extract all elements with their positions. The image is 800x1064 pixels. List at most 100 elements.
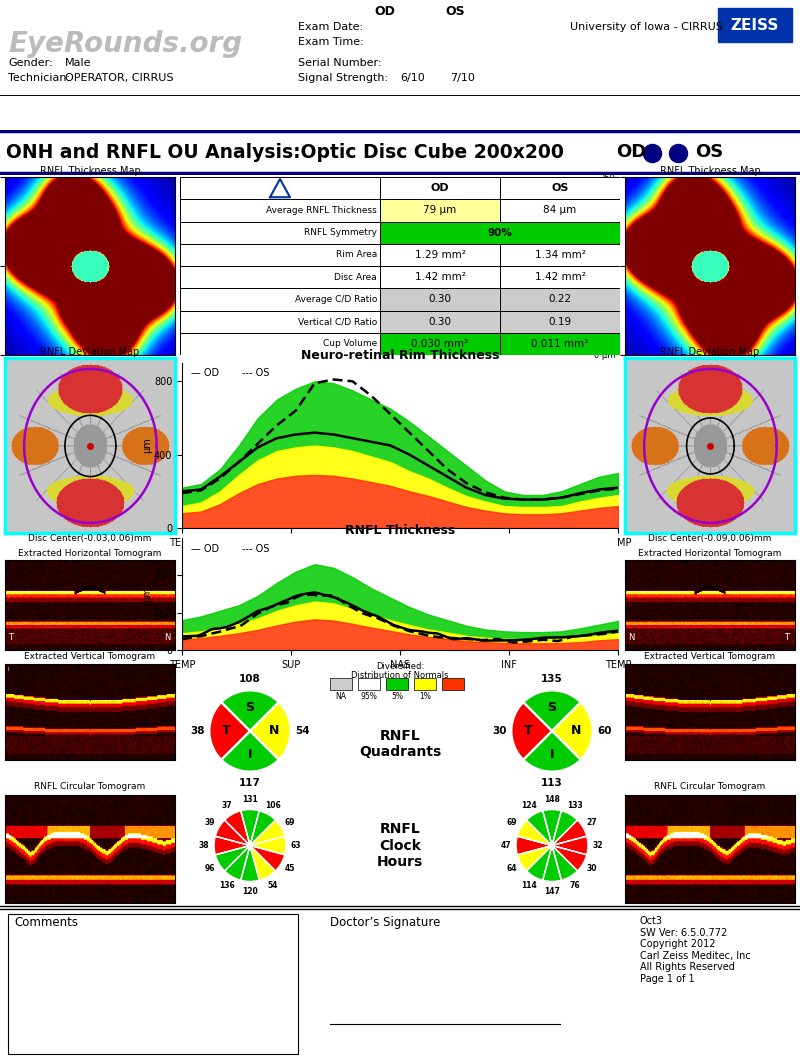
Text: I: I [248,748,252,762]
Text: Diversified:: Diversified: [376,662,424,671]
Text: 5%: 5% [391,692,403,701]
Wedge shape [250,846,275,880]
Text: OD: OD [374,5,395,18]
Text: 7/10: 7/10 [450,73,475,83]
Text: --- OS: --- OS [242,544,270,553]
Text: Gender:: Gender: [8,59,53,68]
Text: Technician:: Technician: [8,73,70,83]
Text: ZEISS: ZEISS [731,17,779,33]
Text: Exam Time:: Exam Time: [298,37,364,47]
Text: 60: 60 [597,726,612,736]
Text: NA: NA [335,692,346,701]
Text: 120: 120 [242,887,258,896]
Text: 32: 32 [593,841,603,850]
Wedge shape [552,846,586,871]
Y-axis label: μm: μm [142,437,153,453]
Wedge shape [214,836,250,854]
Bar [380,221,620,244]
Text: OD: OD [430,183,450,194]
Text: N: N [628,633,634,642]
Text: 76: 76 [570,881,580,890]
Text: 124: 124 [521,801,537,810]
Text: 106: 106 [265,801,281,810]
Bar [180,333,380,355]
Text: Extracted Horizontal Tomogram: Extracted Horizontal Tomogram [18,549,162,559]
Text: Extracted Vertical Tomogram: Extracted Vertical Tomogram [645,652,775,661]
Bar [500,244,620,266]
Title: RNFL Deviation Map: RNFL Deviation Map [660,347,760,358]
Wedge shape [250,836,286,854]
Text: N: N [628,765,633,771]
Wedge shape [516,836,552,854]
Wedge shape [250,702,290,760]
Text: 131: 131 [242,795,258,804]
Text: 1.29 mm²: 1.29 mm² [414,250,466,260]
Text: 38: 38 [190,726,205,736]
Text: — OD: — OD [190,368,219,379]
Bar [180,311,380,333]
Wedge shape [526,846,552,880]
Text: Average C/D Ratio: Average C/D Ratio [294,295,377,304]
Bar [380,333,500,355]
Wedge shape [523,691,581,731]
Bar [8,914,298,1054]
Wedge shape [222,691,278,731]
Text: RNFL Circular Tomogram: RNFL Circular Tomogram [654,782,766,791]
Text: 95%: 95% [361,692,378,701]
Bar [500,177,620,199]
Title: RNFL Thickness: RNFL Thickness [345,523,455,537]
Text: Exam Date:: Exam Date: [298,22,363,32]
Bar [330,678,352,689]
Text: Male: Male [65,59,91,68]
Title: RNFL Deviation Map: RNFL Deviation Map [40,347,140,358]
Text: I: I [164,765,166,771]
Text: 1.42 mm²: 1.42 mm² [414,272,466,282]
Bar [414,678,436,689]
Text: 148: 148 [544,795,560,804]
Text: OS: OS [551,183,569,194]
Text: 6/10: 6/10 [400,73,425,83]
Bar [380,311,500,333]
Bar [180,221,380,244]
Title: RNFL Thickness Map: RNFL Thickness Map [660,166,760,177]
Text: Cup Volume: Cup Volume [322,339,377,348]
Bar [500,199,620,221]
Text: T: T [8,633,13,642]
Text: S: S [547,700,557,714]
Text: 114: 114 [521,881,537,890]
Wedge shape [225,846,250,880]
Wedge shape [250,846,285,871]
Wedge shape [523,731,581,771]
Text: Serial Number:: Serial Number: [298,59,382,68]
Text: --- OS: --- OS [242,368,270,379]
Wedge shape [215,820,250,846]
Text: 0.19: 0.19 [549,317,571,327]
Bar [380,288,500,311]
Bar [180,199,380,221]
Text: Vertical C/D Ratio: Vertical C/D Ratio [298,317,377,327]
Text: 117: 117 [239,779,261,788]
Text: 54: 54 [295,726,310,736]
Text: 79 μm: 79 μm [423,205,457,215]
Bar [380,199,500,221]
Text: Distribution of Normals: Distribution of Normals [351,671,449,680]
Bar [500,288,620,311]
Text: N: N [570,725,581,737]
Bar [180,177,380,199]
Wedge shape [241,846,259,881]
Text: T: T [8,765,12,771]
Text: 96: 96 [205,864,215,872]
Text: Doctor’s Signature: Doctor’s Signature [330,916,440,929]
Text: I: I [8,667,10,671]
Text: 39: 39 [205,818,215,827]
Text: 30: 30 [492,726,507,736]
Text: OS: OS [695,143,723,161]
Wedge shape [210,702,250,760]
Bar [442,678,464,689]
Text: N: N [164,633,170,642]
Text: 0.22: 0.22 [549,295,571,304]
Text: EyeRounds.org: EyeRounds.org [8,30,242,59]
Text: OPERATOR, CIRRUS: OPERATOR, CIRRUS [65,73,174,83]
Text: 0.30: 0.30 [429,295,451,304]
Text: T: T [222,725,230,737]
